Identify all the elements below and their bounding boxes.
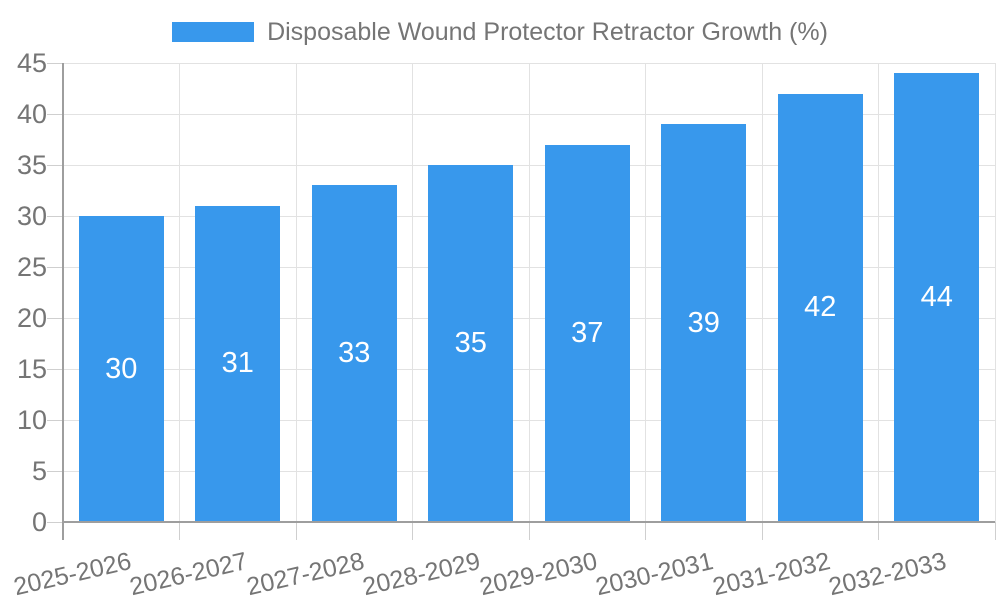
y-axis-tick-label: 20 (16, 303, 47, 333)
bar-value-label: 31 (221, 347, 254, 380)
x-axis-tick (412, 522, 413, 540)
bar-value-label: 42 (804, 291, 837, 324)
x-axis-tick (994, 522, 996, 540)
bar-2030-2031[interactable]: 39 (661, 124, 747, 522)
legend[interactable]: Disposable Wound Protector Retractor Gro… (0, 16, 1000, 48)
bar-value-label: 33 (338, 337, 371, 370)
y-axis-tick (47, 215, 63, 217)
x-axis-tick-label: 2030-2031 (593, 547, 717, 600)
y-axis-tick-label: 35 (16, 150, 47, 180)
bar-value-label: 44 (920, 281, 953, 314)
y-axis-tick-label: 10 (16, 405, 47, 435)
x-axis-tick-label: 2029-2030 (476, 547, 600, 600)
y-axis-tick (47, 419, 63, 421)
legend-swatch (172, 22, 255, 42)
y-axis-line (62, 63, 64, 522)
gridline-vertical (179, 63, 180, 522)
bar-2032-2033[interactable]: 44 (894, 73, 980, 522)
y-axis-tick-label: 30 (16, 201, 47, 231)
y-axis-tick (47, 368, 63, 370)
gridline-vertical (878, 63, 879, 522)
gridline-vertical (412, 63, 413, 522)
legend-label: Disposable Wound Protector Retractor Gro… (267, 17, 828, 46)
bar-2031-2032[interactable]: 42 (777, 93, 863, 522)
plot-area: 30 31 33 35 37 39 42 44 (47, 62, 996, 540)
gridline-vertical (295, 63, 297, 522)
bar-2027-2028[interactable]: 33 (311, 185, 397, 522)
gridline-vertical (994, 63, 996, 522)
bar-2025-2026[interactable]: 30 (78, 216, 164, 522)
bar-value-label: 30 (105, 352, 138, 385)
y-axis-tick (47, 470, 63, 472)
x-axis-tick (878, 522, 879, 540)
bar-2028-2029[interactable]: 35 (428, 165, 514, 522)
bar-2029-2030[interactable]: 37 (544, 144, 630, 522)
gridline-vertical (645, 63, 646, 522)
x-axis-tick (62, 522, 64, 540)
x-axis-tick-label: 2031-2032 (709, 547, 833, 600)
y-axis-tick (47, 62, 63, 64)
y-axis-tick-label: 45 (16, 48, 47, 78)
y-axis-tick (47, 266, 63, 268)
x-axis-tick-label: 2028-2029 (360, 547, 484, 600)
x-axis-tick (179, 522, 180, 540)
x-axis-tick (528, 522, 530, 540)
x-axis-tick-label: 2025-2026 (10, 547, 134, 600)
x-axis-tick (295, 522, 297, 540)
y-axis-tick-label: 5 (31, 456, 47, 486)
x-axis-line (63, 521, 995, 523)
y-axis-tick (47, 164, 63, 166)
x-axis-tick-label: 2027-2028 (243, 547, 367, 600)
bar-value-label: 37 (571, 316, 604, 349)
x-axis-tick-label: 2032-2033 (826, 547, 950, 600)
x-axis-tick (761, 522, 763, 540)
x-axis-tick-label: 2026-2027 (127, 547, 251, 600)
y-axis-tick-label: 0 (31, 507, 47, 537)
gridline-vertical (761, 63, 763, 522)
y-axis-tick (47, 317, 63, 319)
y-axis-tick (47, 113, 63, 115)
bar-2026-2027[interactable]: 31 (195, 205, 281, 522)
y-axis-tick (47, 521, 63, 523)
y-axis-tick-label: 15 (16, 354, 47, 384)
bar-value-label: 35 (454, 327, 487, 359)
x-axis-tick (645, 522, 646, 540)
y-axis-tick-label: 25 (16, 252, 47, 282)
bar-value-label: 39 (687, 306, 720, 339)
gridline-vertical (528, 63, 530, 522)
y-axis-tick-label: 40 (16, 99, 47, 129)
